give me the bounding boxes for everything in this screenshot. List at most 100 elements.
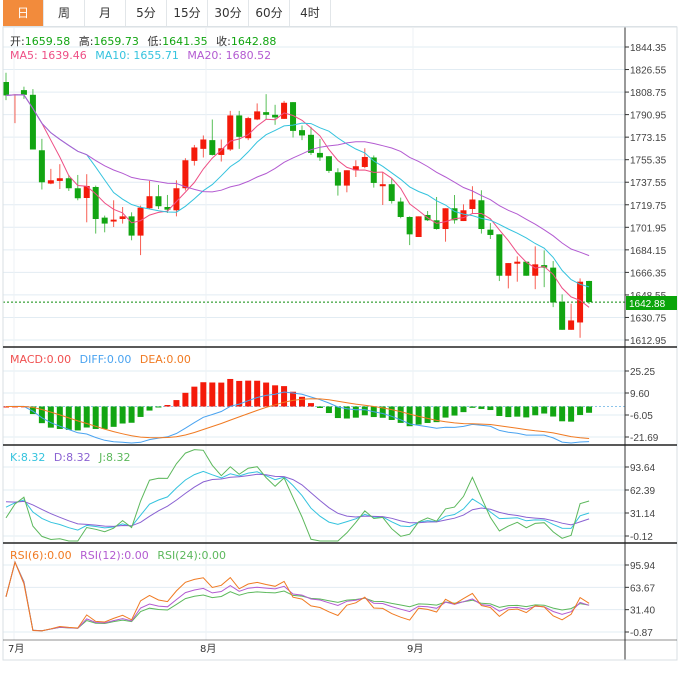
macd-bar (173, 400, 180, 407)
macd-bar (550, 406, 557, 417)
macd-bar (110, 406, 117, 427)
candle-down (92, 186, 99, 220)
tab-60min[interactable]: 60分 (249, 0, 290, 26)
candle-down (155, 196, 162, 207)
macd-bar (334, 406, 341, 419)
macd-axis-tick-label: -21.69 (630, 433, 659, 444)
macd-bar (433, 406, 440, 423)
candle-up (343, 170, 350, 186)
macd-bar (3, 406, 9, 408)
candle-up (137, 207, 144, 236)
candle-down (316, 152, 323, 158)
candle-up (119, 216, 126, 220)
macd-bar (361, 406, 368, 416)
tab-4hour[interactable]: 4时 (290, 0, 331, 26)
candle-down (496, 234, 503, 276)
candle-up (469, 199, 476, 210)
j-line (5, 449, 590, 542)
price-axis-tick-label: 1719.75 (630, 201, 667, 212)
candle-up (532, 264, 539, 276)
tab-month[interactable]: 月 (85, 0, 126, 26)
price-axis-tick-label: 1808.75 (630, 88, 667, 99)
price-axis-tick-label: 1737.55 (630, 178, 667, 189)
candle-down (586, 280, 593, 303)
tab-30min[interactable]: 30分 (208, 0, 249, 26)
price-axis-tick-label: 1790.95 (630, 111, 667, 122)
price-axis-tick-label: 1844.35 (630, 43, 667, 54)
macd-bar (56, 406, 63, 429)
k-legend: K:8.32 (10, 451, 45, 464)
macd-bar (352, 406, 359, 418)
svg-text:K:8.32 D:8.32 J:8.32: K:8.32 D:8.32 J:8.32 (10, 451, 131, 464)
macd-bar (101, 406, 108, 429)
rsi-axis-tick-label: 63.67 (630, 583, 655, 594)
open-value: 1659.58 (25, 35, 71, 48)
x-axis-month-label: 8月 (200, 643, 216, 655)
macd-bar (397, 406, 404, 423)
macd-bar (191, 386, 198, 407)
tab-5min[interactable]: 5分 (126, 0, 167, 26)
candle-up (227, 115, 234, 150)
macd-axis-tick-label: -6.05 (630, 411, 653, 422)
low-label: 低: (147, 35, 162, 48)
price-axis-tick-label: 1701.95 (630, 223, 667, 234)
kdj-axis-tick-label: 31.14 (630, 509, 655, 520)
candle-down (101, 217, 108, 224)
candle-up (379, 184, 386, 187)
candle-up (146, 196, 153, 209)
candle-down (263, 112, 270, 115)
candle-up (514, 261, 521, 264)
tab-day[interactable]: 日 (3, 0, 44, 26)
tab-15min[interactable]: 15分 (167, 0, 208, 26)
macd-bar (299, 396, 306, 407)
candle-down (523, 261, 530, 276)
candle-down (559, 301, 566, 330)
macd-bar (541, 406, 548, 414)
d-legend: D:8.32 (54, 451, 91, 464)
candle-down (370, 157, 377, 183)
rsi-axis-tick-label: -0.87 (630, 628, 653, 639)
candle-down (236, 115, 243, 137)
macd-bar (496, 406, 503, 416)
macd-bar (137, 406, 144, 417)
candle-down (299, 130, 306, 136)
rsi24-legend: RSI(24):0.00 (157, 549, 226, 562)
candle-down (209, 140, 216, 155)
candle-down (388, 184, 395, 202)
candle-up (56, 178, 63, 181)
candle-down (397, 201, 404, 217)
macd-bar (209, 382, 216, 407)
ma20-legend: MA20: 1680.52 (187, 49, 271, 62)
candle-up (568, 320, 575, 330)
period-tabs: 日 周 月 5分 15分 30分 60分 4时 (3, 0, 677, 27)
macd-bar (236, 380, 243, 407)
close-label: 收: (216, 34, 231, 48)
macd-bar (47, 406, 54, 428)
macd-bar (272, 385, 279, 407)
candle-down (29, 94, 36, 150)
macd-bar (532, 406, 539, 416)
candle-down (334, 172, 341, 186)
close-value: 1642.88 (231, 35, 277, 48)
candle-down (325, 156, 332, 171)
current-price-label: 1642.88 (629, 299, 666, 310)
macd-bar (290, 391, 297, 407)
candle-up (110, 219, 117, 222)
macd-bar (128, 406, 135, 423)
macd-bar (245, 380, 252, 407)
macd-bar (559, 406, 566, 422)
low-value: 1641.35 (162, 35, 208, 48)
macd-bar (442, 406, 449, 418)
candle-down (20, 90, 27, 95)
x-axis-month-label: 9月 (407, 643, 423, 655)
macd-bar (523, 406, 530, 418)
macd-bar (29, 406, 36, 415)
rsi6-legend: RSI(6):0.00 (10, 549, 72, 562)
macd-bar (379, 406, 386, 418)
tab-week[interactable]: 周 (44, 0, 85, 26)
macd-bar (388, 406, 395, 421)
candle-down (433, 220, 440, 230)
candle-up (218, 148, 225, 155)
candle-up (442, 208, 449, 230)
